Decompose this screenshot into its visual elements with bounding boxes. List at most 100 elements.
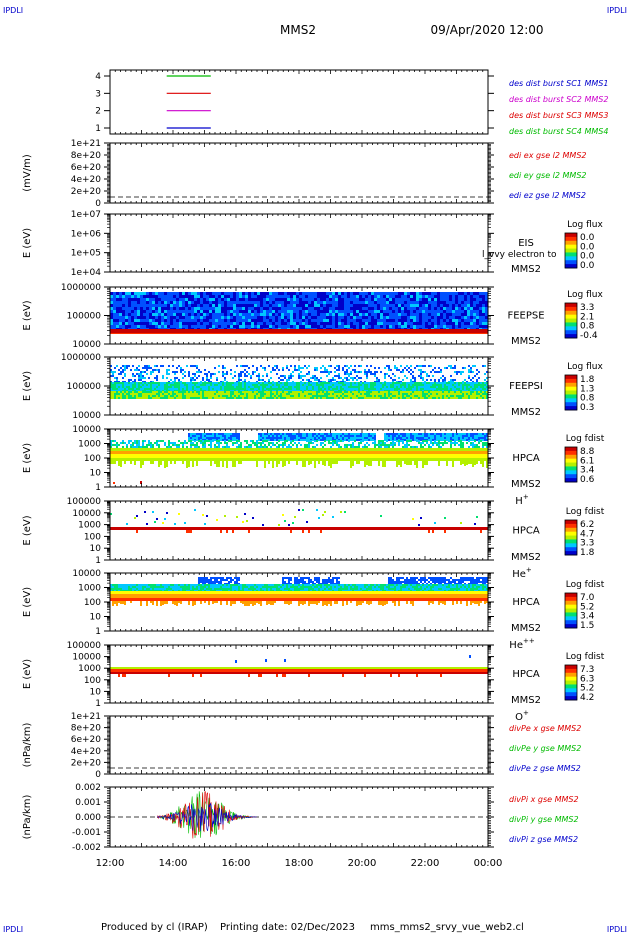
spectrogram-cell <box>264 367 266 369</box>
spectrogram-cell <box>246 442 248 444</box>
spectrogram-cell <box>248 444 250 446</box>
spectrogram-cell <box>168 373 170 375</box>
spectrogram-cell <box>222 367 224 369</box>
spectrogram-cell <box>440 325 443 328</box>
spectrogram-cell <box>344 371 346 373</box>
spectrogram-cell <box>230 298 233 301</box>
spectrogram-cell <box>118 393 120 395</box>
spectrogram-cell <box>240 371 242 373</box>
spectrogram-cell <box>224 451 226 454</box>
spectrogram-cell <box>275 292 278 295</box>
spectrogram-cell <box>395 301 398 304</box>
spectrogram-cell <box>395 325 398 328</box>
spectrogram-cell <box>124 365 126 367</box>
spectrogram-cell <box>156 388 158 390</box>
spectrogram-cell <box>272 388 274 390</box>
spectrogram-cell <box>257 322 260 325</box>
spectrogram-cell <box>371 307 374 310</box>
spectrogram-cell <box>308 384 310 386</box>
spectrogram-cell <box>263 319 266 322</box>
spectrogram-cell <box>401 310 404 313</box>
spectrogram-cell <box>486 384 488 386</box>
spectrogram-cell <box>203 301 206 304</box>
spectrogram-cell <box>360 384 362 386</box>
spectrogram-cell <box>212 437 214 439</box>
spectrogram-cell <box>330 395 332 397</box>
spectrogram-cell <box>192 386 194 388</box>
spectrogram-cell <box>323 307 326 310</box>
spectrogram-cell <box>470 371 472 373</box>
spectrogram-cell <box>353 313 356 316</box>
spectrogram-cell <box>172 397 174 399</box>
spectrogram-cell <box>468 375 470 377</box>
spectrogram-cell <box>262 395 264 397</box>
spectrogram-cell <box>210 451 212 454</box>
spectrogram-cell <box>161 325 164 328</box>
spectrogram-cell <box>314 322 317 325</box>
spectrogram-cell <box>214 437 216 439</box>
spectrogram-cell <box>216 461 218 467</box>
spectrogram-cell <box>214 373 216 375</box>
spectrogram-cell <box>112 386 114 388</box>
spectrogram-cell <box>482 313 485 316</box>
spectrogram-cell <box>314 395 316 397</box>
spectrogram-cell <box>287 313 290 316</box>
spectrogram-cell <box>128 304 131 307</box>
spectrogram-cell <box>152 386 154 388</box>
spectrogram-cell <box>203 295 206 298</box>
spectrogram-cell <box>370 397 372 399</box>
spectrogram-cell <box>446 386 448 388</box>
spectrogram-cell <box>204 369 206 371</box>
spectrogram-cell <box>178 365 180 367</box>
spectrogram-cell <box>254 313 257 316</box>
spectrogram-cell <box>124 391 126 393</box>
spectrogram-cell <box>198 371 200 373</box>
spectrogram-cell <box>194 304 197 307</box>
spectrogram-cell <box>124 458 126 461</box>
spectrogram-cell <box>426 391 428 393</box>
spectrogram-cell <box>210 377 212 379</box>
spectrogram-cell <box>401 298 404 301</box>
spectrogram-cell <box>390 386 392 388</box>
spectrogram-cell <box>316 391 318 393</box>
spectrogram-cell <box>388 386 390 388</box>
spectrogram-cell <box>154 386 156 388</box>
spectrogram-cell <box>155 316 158 319</box>
spectrogram-cell <box>454 391 456 393</box>
spectrogram-cell <box>152 316 155 319</box>
spectrogram-cell <box>341 301 344 304</box>
spectrogram-cell <box>485 298 488 301</box>
spectrogram-cell <box>164 325 167 328</box>
spectrogram-cell <box>298 377 300 379</box>
spectrogram-cell <box>246 391 248 393</box>
spectrogram-cell <box>462 382 464 384</box>
spectrogram-cell <box>186 365 188 367</box>
spectrogram-cell <box>257 298 260 301</box>
spectrogram-cell <box>192 454 194 458</box>
spectrogram-cell <box>419 304 422 307</box>
spectrogram-cell <box>316 388 318 390</box>
spectrogram-cell <box>410 319 413 322</box>
spectrogram-cell <box>366 382 368 384</box>
spectrogram-cell <box>287 310 290 313</box>
spectrogram-cell <box>474 393 476 395</box>
spectrogram-cell <box>230 391 232 393</box>
spectrogram-cell <box>450 395 452 397</box>
spectrogram-cell <box>158 325 161 328</box>
spectrogram-cell <box>374 371 376 373</box>
spectrogram-cell <box>478 391 480 393</box>
spectrogram-cell <box>281 307 284 310</box>
spectrogram-cell <box>324 397 326 399</box>
spectrogram-cell <box>190 442 192 444</box>
spectrogram-cell <box>454 386 456 388</box>
spectrogram-cell <box>424 382 426 384</box>
spectrogram-cell <box>242 388 244 390</box>
spectrogram-cell <box>234 435 236 437</box>
spectrogram-cell <box>134 382 136 384</box>
spectrogram-cell <box>383 307 386 310</box>
spectrogram-cell <box>200 292 203 295</box>
spectrogram-cell <box>366 391 368 393</box>
spectrogram-cell <box>284 292 287 295</box>
spectrogram-cell <box>340 397 342 399</box>
spectrogram-cell <box>392 304 395 307</box>
